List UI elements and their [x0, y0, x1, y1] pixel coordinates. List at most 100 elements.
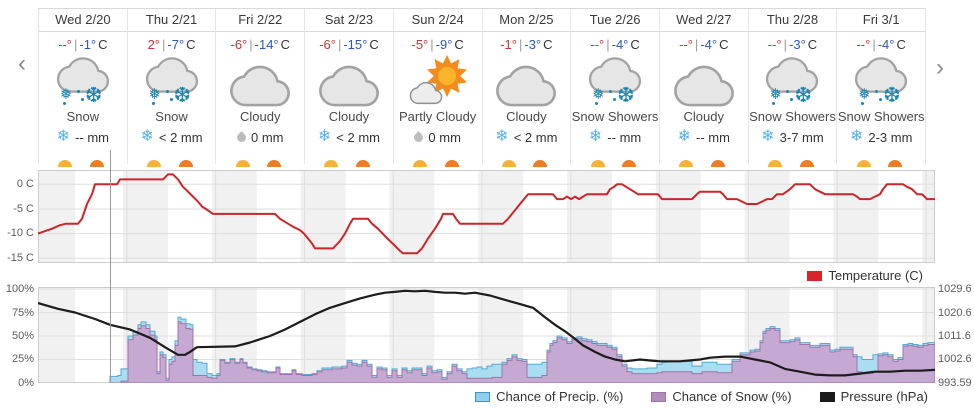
temp-unit: C: [719, 37, 729, 52]
temp-separator: |: [783, 37, 788, 52]
snow-dot: [80, 98, 84, 101]
snow-dot: [613, 98, 617, 101]
low-temp: -9°: [435, 37, 453, 52]
snowflake-icon: ❄: [761, 128, 775, 145]
snow-dot: [595, 102, 599, 105]
pressure-legend-item: Pressure (hPa): [819, 389, 928, 404]
pressure-swatch-icon: [819, 391, 835, 402]
day-temps: --° | -4° C: [571, 37, 659, 52]
day-condition-label: Snow Showers: [571, 109, 659, 124]
high-temp: --°: [856, 37, 871, 52]
day-precip-amount: 0 mm: [394, 128, 482, 146]
day-condition-label: Cloudy: [506, 109, 547, 124]
day-column[interactable]: Sat 2/23 -6° | -15° C Cloudy ❄ < 2 mm: [305, 9, 394, 167]
snow-dot: [786, 90, 790, 93]
snow-dot: [772, 102, 776, 105]
temperature-chart: [38, 170, 935, 263]
cloudy-icon: [491, 54, 561, 108]
high-temp: -1°: [500, 37, 517, 52]
low-temp: -3°: [524, 37, 542, 52]
snowflake-icon: ❄: [140, 128, 154, 145]
day-column[interactable]: Wed 2/27 --° | -4° C Cloudy ❄ -- mm: [659, 9, 749, 167]
sunrise-icon: [590, 160, 605, 167]
snowflake-icon: ❄: [495, 128, 509, 145]
percent-axis-tick: 100%: [5, 283, 34, 295]
sunset-icon: [533, 160, 548, 167]
day-condition-label: Partly Cloudy: [399, 109, 477, 124]
day-column[interactable]: Fri 3/1 --° | -4° C ❅ ❆ Snow Showers ❄ 2-3 mm: [837, 9, 926, 167]
temperature-legend-item: Temperature (C): [807, 268, 923, 283]
temp-separator: |: [694, 37, 699, 52]
day-header: Sat 2/23: [305, 9, 393, 32]
day-condition-label: Snow Showers: [749, 109, 836, 124]
snow-icon: ❅ ❆: [846, 54, 916, 108]
day-temps: 2° | -7° C: [128, 37, 216, 52]
day-column[interactable]: Tue 2/26 --° | -4° C ❅ ❆ Snow Showers ❄ -- mm: [571, 9, 660, 167]
temp-separator: |: [74, 37, 78, 52]
low-temp: -4°: [700, 37, 718, 52]
day-precip-amount: ❄ 2-3 mm: [837, 128, 925, 146]
day-column[interactable]: Thu 2/28 --° | -3° C ❅ ❆ Snow Showers ❄ 3-7 mm: [748, 9, 838, 167]
sunrise-icon: [324, 160, 339, 167]
day-condition-label: Snow Showers: [837, 109, 925, 124]
temp-unit: C: [630, 37, 640, 52]
temp-separator: |: [430, 37, 434, 52]
low-temp: -4°: [877, 37, 895, 52]
high-temp: 2°: [147, 37, 160, 52]
snow-dot: [165, 90, 169, 93]
droplet-icon: [235, 130, 248, 144]
temp-unit: C: [280, 37, 291, 52]
low-temp: -14°: [254, 37, 279, 52]
day-condition-icon: [394, 54, 482, 108]
day-condition-label: Snow: [66, 109, 100, 124]
prev-days-button[interactable]: ‹: [18, 50, 26, 77]
day-column[interactable]: Thu 2/21 2° | -7° C ❅ ❆ Snow ❄ < 2 mm: [127, 9, 217, 167]
snow-dot: [609, 90, 613, 93]
snow-icon: ❅ ❆: [137, 54, 207, 108]
low-temp: -15°: [343, 37, 368, 52]
day-header: Tue 2/26: [571, 9, 659, 32]
snowflake-icon: ❅: [148, 86, 162, 103]
day-header: Fri 3/1: [837, 9, 926, 32]
next-days-button[interactable]: ›: [936, 54, 944, 81]
snowflake-icon: ❅: [769, 86, 783, 103]
cloudy-icon: [669, 54, 739, 108]
day-temps: --° | -3° C: [749, 37, 837, 52]
sunrise-icon: [856, 160, 871, 167]
low-temp: -3°: [789, 37, 806, 52]
day-header: Sun 2/24: [393, 9, 482, 32]
day-header: Mon 2/25: [482, 9, 571, 32]
snow-dot: [151, 102, 155, 105]
day-condition-icon: [660, 54, 748, 108]
sunset-icon: [622, 160, 637, 167]
sunrise-icon: [58, 160, 73, 167]
precip-amount-label: 2-3 mm: [868, 129, 913, 145]
snow-icon: ❅ ❆: [48, 54, 118, 108]
day-precip-amount: ❄ -- mm: [39, 128, 127, 146]
day-column[interactable]: Mon 2/25 -1° | -3° C Cloudy ❄ < 2 mm: [482, 9, 572, 167]
snowflake-icon: ❄: [317, 128, 332, 145]
droplet-icon: [412, 130, 426, 144]
snow-icon: ❅ ❆: [757, 54, 827, 108]
snow-dot: [879, 98, 883, 101]
percent-axis-tick: 25%: [11, 353, 34, 365]
sunrise-icon: [147, 160, 161, 167]
day-condition-label: Cloudy: [240, 109, 281, 124]
day-precip-amount: ❄ 3-7 mm: [749, 128, 837, 146]
day-precip-amount: ❄ -- mm: [571, 128, 659, 146]
temp-separator: |: [249, 37, 253, 52]
temp-separator: |: [162, 37, 166, 52]
snow-icon: ❅ ❆: [580, 54, 650, 108]
day-temps: -6° | -14° C: [216, 37, 304, 52]
day-column[interactable]: Sun 2/24 -5° | -9° C Partly Cloudy 0 mm: [393, 9, 483, 167]
day-condition-label: Cloudy: [328, 109, 370, 124]
day-precip-amount: ❄ -- mm: [660, 128, 748, 146]
precip-pressure-chart: [38, 287, 935, 383]
sunrise-icon: [501, 160, 516, 167]
day-column[interactable]: Wed 2/20 --° | -1° C ❅ ❆ Snow ❄ -- mm: [39, 9, 128, 167]
day-condition-icon: ❅ ❆: [39, 54, 127, 108]
day-column[interactable]: Fri 2/22 -6° | -14° C Cloudy 0 mm: [216, 9, 306, 167]
precip-legend-label: Chance of Precip. (%): [496, 389, 624, 404]
sunset-icon: [799, 160, 814, 167]
precip-amount-label: < 2 mm: [513, 129, 558, 145]
